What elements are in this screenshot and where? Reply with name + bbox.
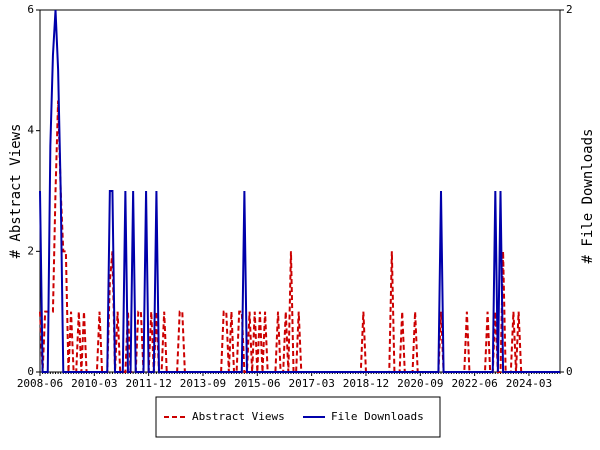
series-line [39,9,560,373]
y2-axis-label: # File Downloads [580,129,596,264]
y-tick-label: 2 [27,244,34,257]
legend-label: Abstract Views [192,410,285,423]
x-tick-label: 2011-12 [125,377,171,390]
series-line [39,100,560,373]
y-axis-label: # Abstract Views [8,124,24,259]
y2-tick-label: 0 [566,365,573,378]
x-tick-label: 2013-09 [180,377,226,390]
x-tick-label: 2020-09 [397,377,443,390]
x-tick-label: 2015-06 [234,377,280,390]
x-tick-label: 2018-12 [343,377,389,390]
legend-box [155,396,441,438]
y-tick-label: 0 [27,365,34,378]
x-tick-label: 2017-03 [288,377,334,390]
x-tick-label: 2008-06 [17,377,63,390]
y-tick-label: 4 [27,124,34,137]
legend-label: File Downloads [331,410,424,423]
y2-tick-label: 2 [566,3,573,16]
y-tick-label: 6 [27,3,34,16]
x-tick-label: 2010-03 [71,377,117,390]
x-tick-label: 2024-03 [506,377,552,390]
x-tick-label: 2022-06 [451,377,497,390]
